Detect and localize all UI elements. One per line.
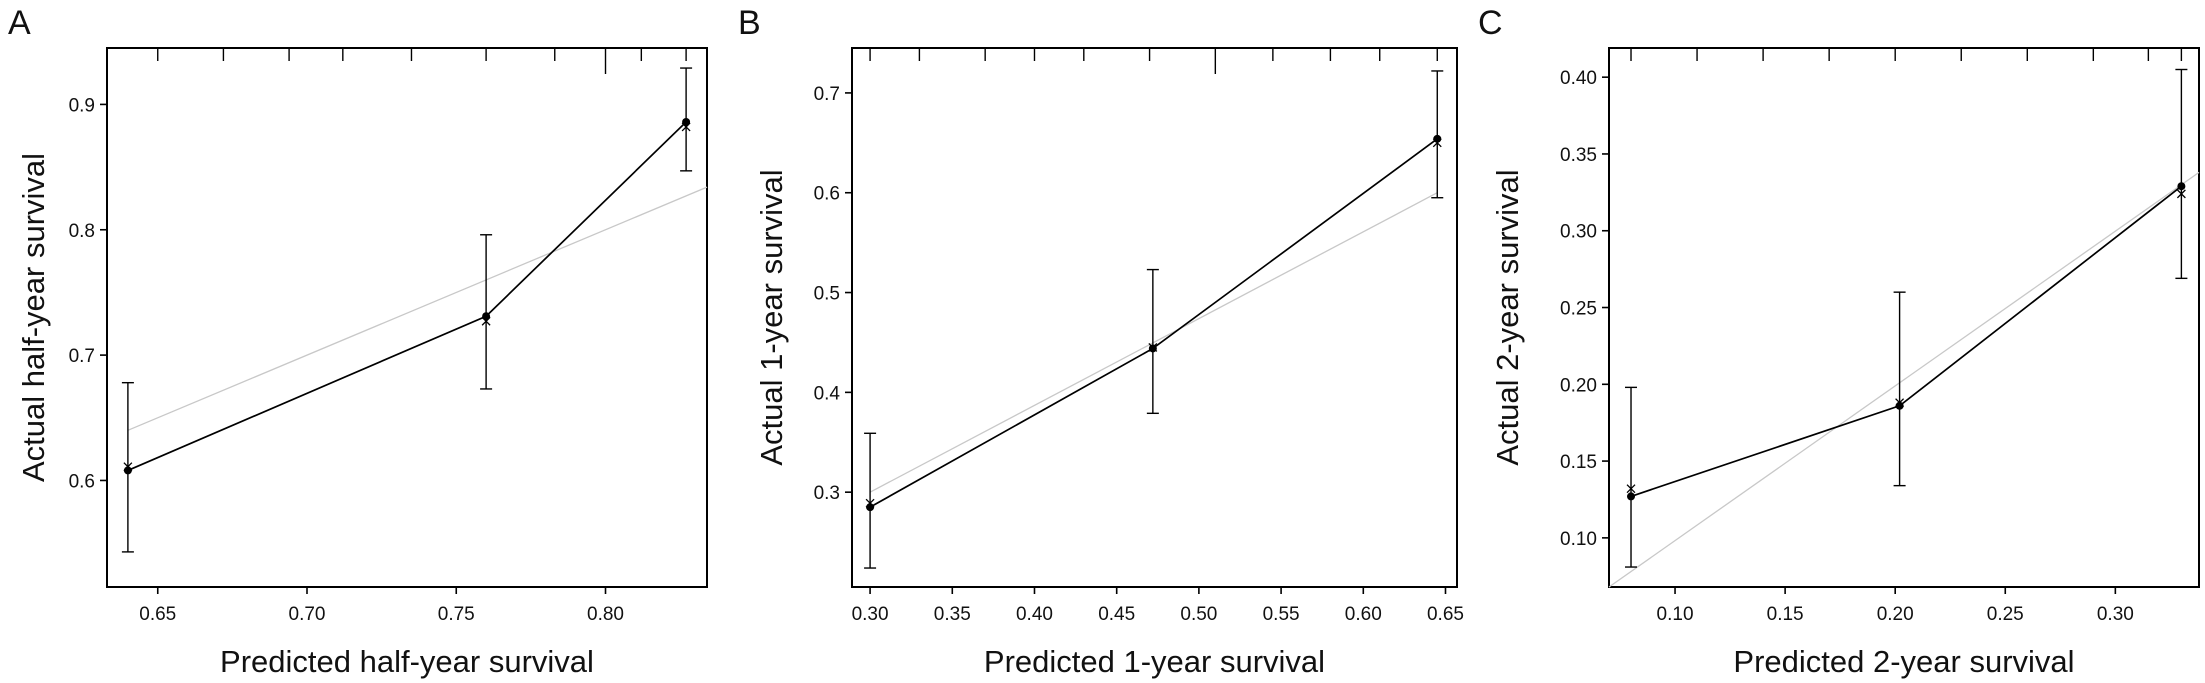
chart-0-cross-stroke-b-0 [123,462,133,472]
chart-1-calibration-line [869,138,1438,508]
chart-2-x-axis-label: Predicted 2-year survival [1733,644,2074,679]
chart-1-point-1 [1148,344,1157,353]
chart-2-calibration-line [1630,185,2182,498]
chart-0-cross-marker-0 [123,462,133,472]
chart-1-ytick-label-4: 0.7 [814,84,840,105]
chart-2-ideal-line [1608,171,2200,588]
chart-0-point-1 [482,312,491,321]
chart-0-plot-frame [106,47,708,588]
chart-0-ytick-label-1: 0.7 [69,346,95,367]
chart-2-xtick-label-2: 0.20 [1877,604,1914,625]
chart-2-panel: C 0.10 0.15 0.20 0.25 0.30 0.10 0.15 0.20 0.25 0.3… [1478,4,2200,679]
chart-2-ytick-label-6: 0.40 [1560,68,1597,89]
chart-2-y-axis-label: Actual 2-year survival [1490,169,1525,465]
chart-0-ytick-label-0: 0.6 [69,471,95,492]
chart-0-cross-stroke-b-2 [681,122,691,132]
chart-0-panel: A 0.65 0.70 0.75 0.80 0.6 0.7 0.8 0.9 Predicted h… [8,4,708,679]
chart-0-cross-marker-2 [681,122,691,132]
chart-0-xtick-label-1: 0.70 [289,604,326,625]
chart-2-panel-letter: C [1478,4,1503,42]
chart-1-panel-letter: B [738,4,761,42]
chart-0-ideal-line [127,186,708,431]
chart-1-xtick-label-1: 0.35 [934,604,971,625]
chart-1-xtick-label-7: 0.65 [1427,604,1464,625]
chart-0-y-axis-label: Actual half-year survival [16,153,51,482]
chart-1-xtick-label-6: 0.60 [1345,604,1382,625]
chart-2-cross-marker-2 [2176,189,2186,199]
chart-1-x-axis-label: Predicted 1-year survival [984,644,1325,679]
chart-1-xtick-label-3: 0.45 [1098,604,1135,625]
chart-0-point-2 [682,117,691,126]
chart-0-xtick-label-0: 0.65 [139,604,176,625]
chart-1-xtick-label-5: 0.55 [1263,604,1300,625]
chart-2-cross-stroke-b-1 [1895,398,1905,408]
chart-1-panel: B 0.30 0.35 0.40 0.45 0.50 0.55 0.60 0.65 0.3 0.4 0… [738,4,1464,679]
chart-2-ytick-label-1: 0.15 [1560,452,1597,473]
chart-2-ytick-label-2: 0.20 [1560,375,1597,396]
chart-0-cross-stroke-b-1 [481,316,491,326]
chart-2-point-1 [1895,401,1904,410]
chart-0-xtick-label-2: 0.75 [438,604,475,625]
chart-1-ytick-label-0: 0.3 [814,483,840,504]
chart-1-ytick-label-2: 0.5 [814,284,840,305]
chart-0-calibration-line [127,121,687,472]
chart-2-xtick-label-3: 0.25 [1987,604,2024,625]
chart-1-cross-stroke-b-2 [1432,138,1442,148]
chart-1-ytick-label-3: 0.6 [814,184,840,205]
chart-1-xtick-label-0: 0.30 [852,604,889,625]
chart-1-plot-frame [851,47,1458,588]
chart-2-plot-frame [1608,47,2200,588]
chart-1-point-2 [1433,134,1442,143]
chart-2-xtick-label-1: 0.15 [1767,604,1804,625]
chart-0-ytick-label-2: 0.8 [69,221,95,242]
chart-0-cross-marker-1 [481,316,491,326]
chart-2-ytick-label-0: 0.10 [1560,529,1597,550]
chart-2-xtick-label-4: 0.30 [2097,604,2134,625]
chart-1-xtick-label-2: 0.40 [1016,604,1053,625]
chart-2-cross-stroke-b-2 [2176,189,2186,199]
chart-2-ytick-label-3: 0.25 [1560,299,1597,320]
chart-2-cross-marker-1 [1895,398,1905,408]
chart-2-xtick-label-0: 0.10 [1657,604,1694,625]
chart-0-panel-letter: A [8,4,31,42]
chart-2-point-0 [1627,492,1636,501]
chart-0-ytick-label-3: 0.9 [69,95,95,116]
chart-0-x-axis-label: Predicted half-year survival [220,644,594,679]
chart-1-cross-marker-0 [865,498,875,508]
chart-1-cross-marker-1 [1148,342,1158,352]
chart-1-point-0 [866,503,875,512]
chart-1-ytick-label-1: 0.4 [814,383,841,404]
chart-0-point-0 [123,466,132,475]
chart-1-ideal-line [869,192,1438,493]
chart-2-ytick-label-5: 0.35 [1560,145,1597,166]
chart-1-cross-marker-2 [1432,138,1442,148]
chart-0-xtick-label-3: 0.80 [587,604,624,625]
chart-2-cross-stroke-b-0 [1626,484,1636,494]
chart-1-cross-stroke-b-1 [1148,342,1158,352]
chart-1-xtick-label-4: 0.50 [1180,604,1217,625]
chart-2-ytick-label-4: 0.30 [1560,222,1597,243]
chart-1-y-axis-label: Actual 1-year survival [754,169,789,465]
chart-2-point-2 [2177,182,2186,191]
chart-1-cross-stroke-b-0 [865,498,875,508]
chart-2-cross-marker-0 [1626,484,1636,494]
